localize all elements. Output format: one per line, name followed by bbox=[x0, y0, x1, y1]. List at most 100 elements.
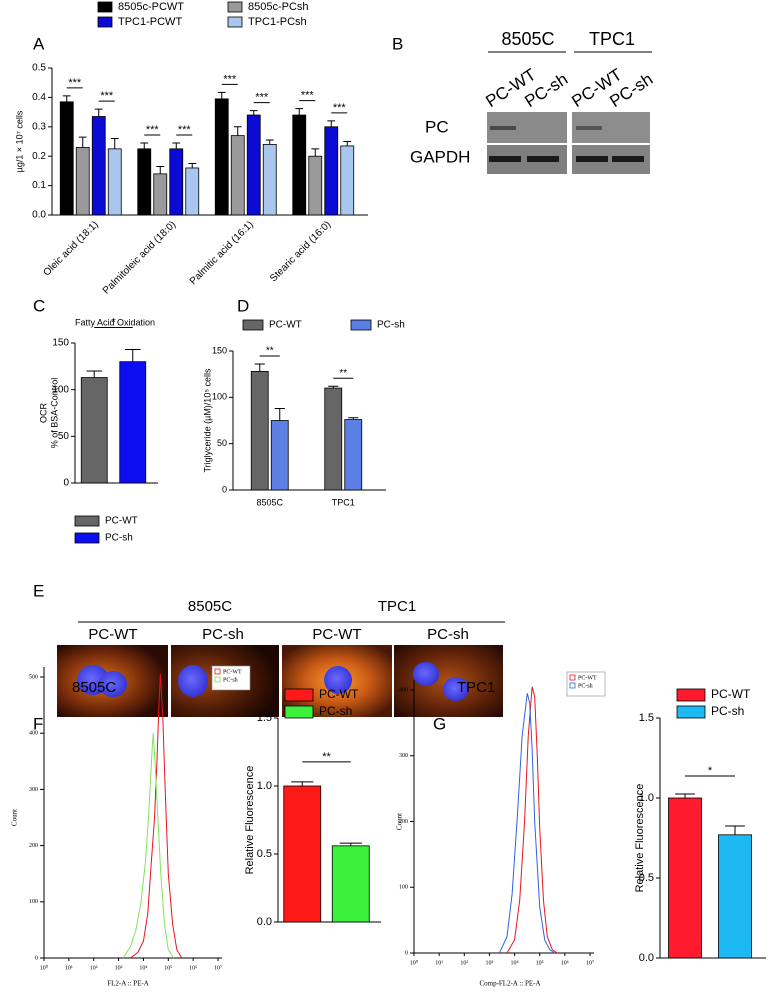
blot-cell-line: TPC1 bbox=[589, 29, 635, 49]
y-tick-label: 200 bbox=[29, 843, 38, 849]
x-tick-label: 10⁷ bbox=[586, 960, 594, 966]
significance-label: ** bbox=[339, 368, 347, 379]
significance-label: *** bbox=[178, 124, 192, 136]
histogram-line bbox=[506, 686, 558, 954]
chart-label: 8505C bbox=[72, 679, 116, 696]
y-tick-label: 100 bbox=[212, 392, 227, 402]
error-bar bbox=[274, 407, 285, 421]
y-tick-label: 1.5 bbox=[257, 712, 272, 724]
bar bbox=[59, 101, 74, 216]
bar bbox=[283, 785, 322, 923]
histogram-line bbox=[130, 674, 183, 959]
y-axis-label: Relative Fluorescence bbox=[244, 766, 256, 875]
x-tick-label: 10⁴ bbox=[139, 965, 147, 971]
y-tick-label: 0.0 bbox=[257, 916, 272, 928]
error-bar bbox=[94, 108, 103, 117]
x-tick-label: 10² bbox=[460, 960, 468, 966]
y-tick-label: 400 bbox=[29, 731, 38, 737]
significance-label: ** bbox=[266, 346, 274, 357]
error-bar bbox=[188, 163, 197, 168]
bar bbox=[107, 148, 122, 216]
y-tick-label: 300 bbox=[29, 787, 38, 793]
error-bar bbox=[725, 825, 745, 835]
error-bar bbox=[110, 138, 119, 149]
error-bar bbox=[311, 148, 320, 157]
blot-band bbox=[527, 156, 559, 162]
error-bar bbox=[328, 385, 339, 389]
y-tick-label: 0.5 bbox=[32, 63, 46, 74]
bar bbox=[153, 173, 168, 216]
legend-label: PC-sh bbox=[578, 683, 593, 689]
error-bar bbox=[265, 139, 274, 145]
bar bbox=[185, 167, 200, 216]
y-tick-label: 50 bbox=[217, 438, 227, 448]
blot-row-label: GAPDH bbox=[410, 147, 470, 166]
nucleus bbox=[443, 677, 469, 701]
x-tick-label: 10⁴ bbox=[511, 960, 519, 966]
blot-band bbox=[576, 126, 602, 130]
x-tick-label: 10⁵ bbox=[164, 965, 172, 971]
micro-condition: PC-sh bbox=[427, 626, 469, 643]
legend-label: PC-sh bbox=[105, 533, 133, 544]
legend-swatch bbox=[284, 705, 314, 719]
error-bar bbox=[217, 91, 226, 99]
legend-label: PC-sh bbox=[377, 320, 405, 331]
x-tick-label: 10⁰ bbox=[40, 964, 49, 971]
y-tick-label: 500 bbox=[29, 674, 38, 680]
x-tick-label: 10⁶ bbox=[189, 965, 197, 971]
y-tick-label: 100 bbox=[399, 885, 408, 891]
legend-label: PC-WT bbox=[269, 320, 302, 331]
legend-box bbox=[566, 671, 606, 697]
bar bbox=[344, 419, 363, 491]
legend-label: 8505c-PCWT bbox=[118, 1, 184, 13]
error-bar bbox=[254, 363, 265, 372]
x-axis-label: Comp-FL2-A :: PE-A bbox=[479, 980, 540, 988]
bar bbox=[119, 361, 147, 484]
y-axis-label: Count bbox=[11, 809, 19, 826]
significance-label: *** bbox=[255, 92, 269, 104]
legend-swatch bbox=[569, 682, 576, 689]
x-tick-label: 10³ bbox=[486, 960, 494, 966]
micro-cell-line: TPC1 bbox=[378, 598, 416, 615]
error-bar bbox=[675, 793, 695, 798]
significance-label: * bbox=[111, 316, 116, 328]
legend-swatch bbox=[569, 674, 576, 681]
x-tick-label: TPC1 bbox=[332, 497, 355, 507]
legend-swatch bbox=[74, 515, 100, 527]
bar bbox=[214, 98, 229, 216]
legend-label: PC-sh bbox=[223, 677, 238, 683]
bar bbox=[718, 834, 752, 959]
y-axis-label: Relative Fluorescence bbox=[634, 784, 646, 893]
microscopy: 8505C TPC1 PC-WT PC-sh PC-WT PC-sh bbox=[57, 598, 505, 717]
nucleus bbox=[178, 665, 208, 697]
x-axis-label: FL2-A :: PE-A bbox=[107, 980, 149, 988]
micro-condition: PC-sh bbox=[202, 626, 244, 643]
legend-box bbox=[211, 665, 251, 691]
bar bbox=[169, 148, 184, 216]
legend-swatch bbox=[227, 16, 243, 28]
error-bar bbox=[156, 165, 165, 174]
panel-label: D bbox=[237, 296, 249, 315]
y-axis-label: Count bbox=[396, 813, 404, 830]
western-blot: 8505C TPC1 PC-WT PC-sh PC-WT PC-sh PC GA… bbox=[410, 29, 656, 174]
error-bar bbox=[249, 110, 258, 116]
nucleus bbox=[99, 671, 127, 697]
legend-label: PC-WT bbox=[223, 669, 242, 675]
significance-label: *** bbox=[146, 124, 160, 136]
bar bbox=[324, 387, 343, 491]
nucleus bbox=[324, 666, 352, 694]
y-tick-label: 0.5 bbox=[257, 848, 272, 860]
legend-swatch bbox=[242, 319, 264, 331]
histogram-line bbox=[122, 733, 174, 959]
y-tick-label: 300 bbox=[399, 753, 408, 759]
bar bbox=[80, 377, 108, 484]
legend-swatch bbox=[676, 688, 706, 702]
x-tick-label: Palmitoleic acid (18:0) bbox=[101, 219, 178, 296]
y-tick-label: 0.0 bbox=[32, 210, 46, 221]
x-tick-label: 10⁶ bbox=[561, 960, 569, 966]
y-tick-label: 400 bbox=[399, 687, 408, 693]
y-tick-label: 1.0 bbox=[257, 780, 272, 792]
blot-band bbox=[489, 156, 521, 162]
